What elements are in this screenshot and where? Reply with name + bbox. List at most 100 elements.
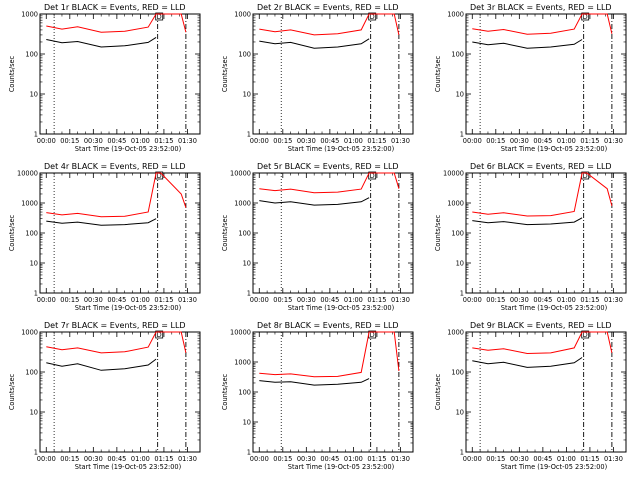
plot-frame <box>39 331 201 453</box>
x-tick-label: 00:00 <box>463 137 482 145</box>
x-axis-label: Start Time (19-Oct-05 23:52:00) <box>75 145 181 153</box>
y-tick-label: 100 <box>451 51 464 59</box>
chart-panel-4: Det 4r BLACK = Events, RED = LLD10000100… <box>8 162 201 312</box>
event-marker-label: D <box>157 172 162 180</box>
y-axis-label: Counts/sec <box>434 55 442 92</box>
x-axis-label: Start Time (19-Oct-05 23:52:00) <box>288 145 394 153</box>
y-tick-label: 10 <box>243 91 251 99</box>
y-tick-label: 1000 <box>21 329 38 337</box>
y-tick-label: 1000 <box>21 11 38 19</box>
y-tick-label: 100 <box>25 369 38 377</box>
y-tick-label: 1000 <box>234 200 251 208</box>
x-tick-label: 00:45 <box>107 455 126 463</box>
x-axis-label: Start Time (19-Oct-05 23:52:00) <box>288 304 394 312</box>
x-tick-label: 01:00 <box>557 137 576 145</box>
x-tick-label: 00:00 <box>250 296 269 304</box>
x-tick-label: 00:00 <box>37 137 56 145</box>
chart-panel-7: Det 7r BLACK = Events, RED = LLD10001001… <box>8 321 201 471</box>
x-tick-label: 00:30 <box>84 137 103 145</box>
x-tick-label: 00:15 <box>60 455 79 463</box>
x-tick-label: 00:00 <box>463 296 482 304</box>
series-line-lld <box>472 13 613 35</box>
series-line-lld <box>46 13 187 33</box>
x-axis-label: Start Time (19-Oct-05 23:52:00) <box>501 304 607 312</box>
x-tick-label: 01:30 <box>391 296 410 304</box>
x-tick-label: 00:15 <box>60 296 79 304</box>
x-tick-label: 00:30 <box>84 296 103 304</box>
x-tick-label: 01:30 <box>604 137 623 145</box>
y-axis-label: Counts/sec <box>221 373 229 410</box>
x-tick-label: 01:00 <box>344 296 363 304</box>
x-tick-label: 01:30 <box>604 455 623 463</box>
event-marker-label: D <box>583 331 588 339</box>
event-marker-box <box>581 12 590 21</box>
x-tick-label: 01:15 <box>367 137 386 145</box>
series-line-events <box>472 357 583 368</box>
chart-title: Det 7r BLACK = Events, RED = LLD <box>44 321 186 330</box>
y-tick-label: 1 <box>34 290 38 298</box>
y-tick-label: 1 <box>247 290 251 298</box>
x-tick-label: 01:30 <box>604 296 623 304</box>
plot-frame <box>39 172 201 294</box>
series-line-events <box>259 378 370 386</box>
chart-title: Det 5r BLACK = Events, RED = LLD <box>257 162 399 171</box>
plot-frame <box>465 172 627 294</box>
x-tick-label: 00:15 <box>273 455 292 463</box>
y-tick-label: 1000 <box>21 200 38 208</box>
chart-title: Det 1r BLACK = Events, RED = LLD <box>44 3 186 12</box>
plot-frame <box>465 13 627 135</box>
x-tick-label: 00:45 <box>533 296 552 304</box>
x-tick-label: 01:00 <box>344 137 363 145</box>
series-line-events <box>46 218 157 226</box>
x-tick-label: 01:15 <box>580 296 599 304</box>
x-tick-label: 00:15 <box>273 137 292 145</box>
x-tick-label: 01:15 <box>154 455 173 463</box>
event-marker-label: D <box>583 13 588 21</box>
y-axis-label: Counts/sec <box>8 55 16 92</box>
x-tick-label: 00:15 <box>273 296 292 304</box>
x-tick-label: 01:15 <box>154 137 173 145</box>
x-tick-label: 00:30 <box>510 296 529 304</box>
series-line-lld <box>259 172 400 194</box>
y-axis-label: Counts/sec <box>8 373 16 410</box>
x-tick-label: 00:45 <box>320 455 339 463</box>
x-tick-label: 01:30 <box>178 455 197 463</box>
chart-panel-5: Det 5r BLACK = Events, RED = LLD10000100… <box>221 162 414 312</box>
series-line-events <box>472 217 583 226</box>
event-marker-label: D <box>370 172 375 180</box>
event-marker-label: D <box>370 13 375 21</box>
y-tick-label: 1000 <box>234 11 251 19</box>
x-axis-label: Start Time (19-Oct-05 23:52:00) <box>75 463 181 471</box>
y-tick-label: 1 <box>460 131 464 139</box>
y-axis-label: Counts/sec <box>434 373 442 410</box>
x-tick-label: 00:30 <box>297 296 316 304</box>
x-tick-label: 00:45 <box>533 455 552 463</box>
x-tick-label: 00:00 <box>250 455 269 463</box>
y-axis-label: Counts/sec <box>221 55 229 92</box>
y-tick-label: 1 <box>460 290 464 298</box>
x-tick-label: 01:15 <box>367 296 386 304</box>
x-tick-label: 00:30 <box>297 137 316 145</box>
chart-title: Det 4r BLACK = Events, RED = LLD <box>44 162 186 171</box>
x-tick-label: 00:45 <box>107 296 126 304</box>
y-tick-label: 10 <box>456 260 464 268</box>
y-tick-label: 10 <box>30 260 38 268</box>
x-tick-label: 00:15 <box>486 455 505 463</box>
y-tick-label: 1 <box>247 449 251 457</box>
x-tick-label: 00:30 <box>510 455 529 463</box>
x-axis-label: Start Time (19-Oct-05 23:52:00) <box>501 145 607 153</box>
chart-panel-9: Det 9r BLACK = Events, RED = LLD10001001… <box>434 321 627 471</box>
y-tick-label: 1000 <box>447 11 464 19</box>
chart-title: Det 8r BLACK = Events, RED = LLD <box>257 321 399 330</box>
y-tick-label: 100 <box>238 389 251 397</box>
y-axis-label: Counts/sec <box>8 214 16 251</box>
x-tick-label: 00:00 <box>463 455 482 463</box>
x-tick-label: 00:30 <box>84 455 103 463</box>
x-tick-label: 00:45 <box>320 137 339 145</box>
chart-panel-6: Det 6r BLACK = Events, RED = LLD10000100… <box>434 162 627 312</box>
x-tick-label: 00:00 <box>37 455 56 463</box>
y-tick-label: 1000 <box>447 329 464 337</box>
x-tick-label: 00:15 <box>486 137 505 145</box>
x-tick-label: 01:15 <box>580 137 599 145</box>
